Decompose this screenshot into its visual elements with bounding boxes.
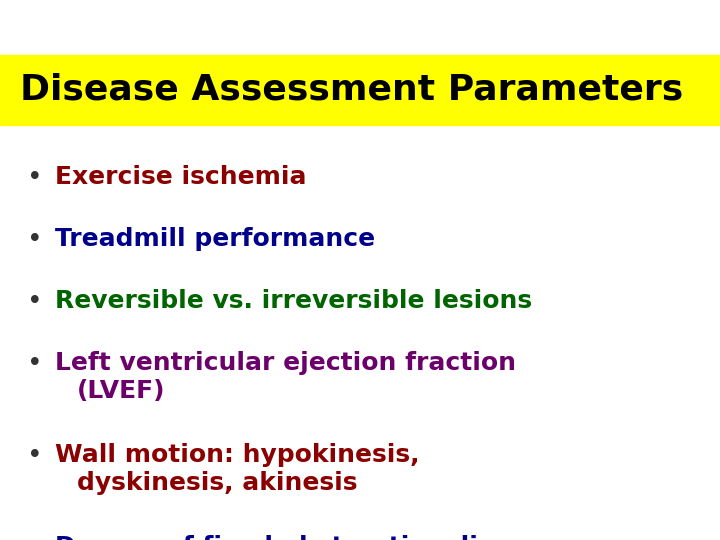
Text: •: • <box>27 351 42 377</box>
Text: Disease Assessment Parameters: Disease Assessment Parameters <box>20 73 683 107</box>
Text: Degree of fixed obstructive disease: Degree of fixed obstructive disease <box>55 535 559 540</box>
Text: Wall motion: hypokinesis,: Wall motion: hypokinesis, <box>55 443 420 467</box>
FancyBboxPatch shape <box>0 55 720 125</box>
Text: Treadmill performance: Treadmill performance <box>55 227 375 251</box>
Text: •: • <box>27 289 42 315</box>
Text: Left ventricular ejection fraction: Left ventricular ejection fraction <box>55 351 516 375</box>
Text: dyskinesis, akinesis: dyskinesis, akinesis <box>77 471 358 495</box>
Text: Reversible vs. irreversible lesions: Reversible vs. irreversible lesions <box>55 289 532 313</box>
Text: •: • <box>27 443 42 469</box>
Text: •: • <box>27 165 42 191</box>
Text: •: • <box>27 535 42 540</box>
Text: Exercise ischemia: Exercise ischemia <box>55 165 307 189</box>
Text: (LVEF): (LVEF) <box>77 379 166 403</box>
Text: •: • <box>27 227 42 253</box>
